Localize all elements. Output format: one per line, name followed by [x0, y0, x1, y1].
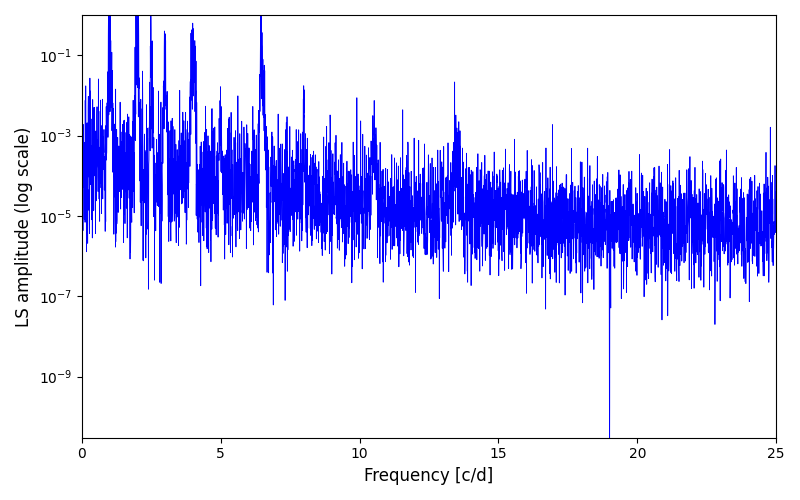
X-axis label: Frequency [c/d]: Frequency [c/d] — [364, 467, 494, 485]
Y-axis label: LS amplitude (log scale): LS amplitude (log scale) — [15, 126, 33, 326]
